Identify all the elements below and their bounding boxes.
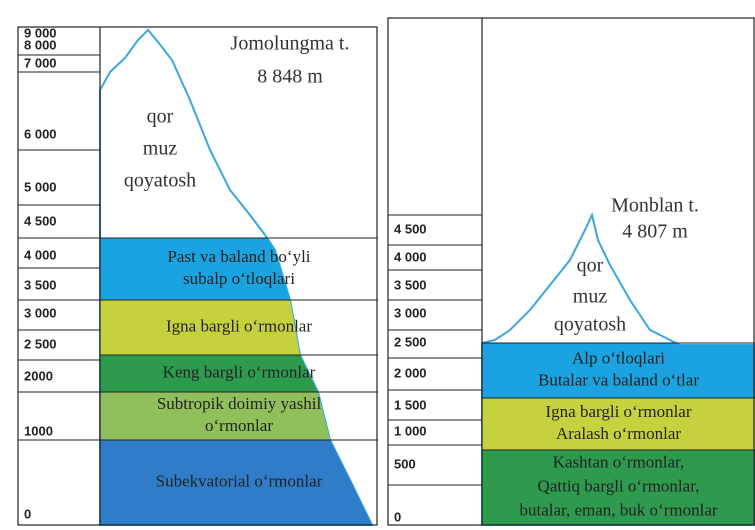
scale-label: 5 000: [24, 179, 57, 194]
scale-label: 2000: [24, 368, 53, 383]
scale-label: 3 000: [24, 305, 57, 320]
summit-word: qor: [577, 255, 604, 277]
zone-label: Alp o‘tloqlari: [572, 348, 665, 367]
scale-label: 1000: [24, 423, 53, 438]
zone-label: Keng bargli o‘rmonlar: [163, 362, 316, 381]
scale-label: 4 000: [24, 247, 57, 262]
summit-word: qoyatosh: [554, 314, 626, 336]
zone-label: o‘rmonlar: [205, 416, 273, 435]
zone-label: Igna bargli o‘rmonlar: [166, 316, 312, 335]
scale-label: 4 500: [394, 221, 427, 236]
peak-name: Jomolungma t.: [231, 33, 350, 55]
scale-label: 4 000: [394, 249, 427, 264]
scale-label: 2 500: [24, 336, 57, 351]
scale-label: 500: [394, 456, 416, 471]
zone-label: subalp o‘tloqlari: [183, 269, 295, 288]
peak-height: 8 848 m: [257, 66, 323, 88]
scale-label: 8 000: [24, 37, 57, 52]
scale-label: 0: [394, 509, 401, 524]
zone-label: Igna bargli o‘rmonlar: [545, 402, 691, 421]
summit-word: qor: [147, 106, 174, 128]
zone-label: Qattiq bargli o‘rmonlar,: [538, 476, 700, 495]
scale-label: 7 000: [24, 55, 57, 70]
zone-label: Past va baland bo‘yli: [167, 247, 310, 266]
scale-label: 6 000: [24, 126, 57, 141]
peak-height: 4 807 m: [622, 221, 688, 243]
zone-label: Subekvatorial o‘rmonlar: [156, 471, 323, 490]
zone-label: Butalar va baland o‘tlar: [538, 370, 699, 389]
scale-label: 1 000: [394, 423, 427, 438]
zone-label: butalar, eman, buk o‘rmonlar: [519, 500, 717, 519]
scale-label: 3 500: [24, 277, 57, 292]
scale-label: 0: [24, 506, 31, 521]
scale-label: 4 500: [24, 213, 57, 228]
summit-word: muz: [143, 138, 178, 160]
peak-name: Monblan t.: [611, 195, 699, 217]
scale-label: 3 000: [394, 305, 427, 320]
summit-word: muz: [573, 286, 608, 308]
scale-label: 2 500: [394, 334, 427, 349]
scale-label: 2 000: [394, 365, 427, 380]
altitude-zones-diagram: Past va baland bo‘yli subalp o‘tloqlari Ig…: [0, 0, 755, 530]
summit-word: qoyatosh: [124, 170, 196, 192]
scale-label: 1 500: [394, 397, 427, 412]
zone-label: Aralash o‘rmonlar: [556, 424, 681, 443]
scale-label: 3 500: [394, 277, 427, 292]
zone-label: Kashtan o‘rmonlar,: [553, 452, 685, 471]
zone-label: Subtropik doimiy yashil: [157, 394, 322, 413]
